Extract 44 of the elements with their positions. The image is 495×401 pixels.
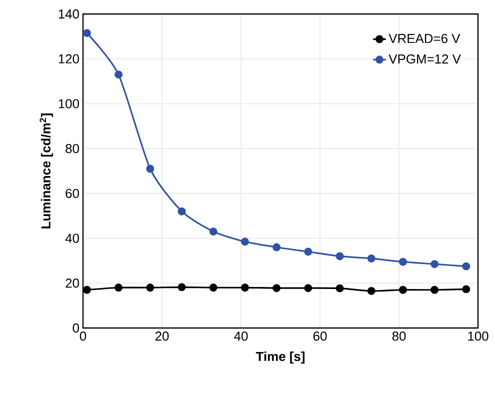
- point: [209, 228, 218, 236]
- point: [272, 284, 281, 292]
- x-tick-label: 100: [468, 332, 488, 341]
- point: [240, 284, 249, 292]
- legend-label: VPGM=12 V: [388, 54, 461, 64]
- x-axis-title: Time [s]: [256, 352, 304, 364]
- point: [146, 284, 154, 292]
- point: [240, 238, 249, 246]
- point: [336, 252, 344, 260]
- y-tick-label: 140: [58, 9, 79, 19]
- point: [304, 284, 312, 292]
- x-tick-label: 80: [392, 332, 406, 341]
- x-tick-label: 40: [234, 332, 248, 341]
- legend-label: VREAD=6 V: [388, 34, 460, 44]
- point: [82, 29, 91, 38]
- point: [430, 260, 439, 268]
- point: [367, 254, 376, 262]
- point: [209, 284, 218, 292]
- point: [114, 284, 123, 292]
- x-tick-label: 0: [80, 332, 86, 341]
- x-tick-label: 60: [313, 332, 327, 341]
- y-tick-label: 80: [66, 144, 79, 154]
- point: [114, 70, 123, 79]
- point: [430, 286, 439, 294]
- point: [304, 248, 312, 256]
- point: [398, 258, 407, 266]
- point: [367, 287, 376, 295]
- point: [178, 283, 186, 292]
- y-tick-label: 60: [66, 188, 79, 198]
- point: [178, 207, 186, 216]
- y-tick-label: 120: [58, 54, 79, 64]
- point: [398, 286, 407, 294]
- point: [462, 262, 470, 270]
- y-tick-label: 0: [72, 323, 79, 333]
- y-tick-label: 20: [66, 278, 79, 288]
- y-tick-label: 100: [58, 99, 79, 108]
- point: [336, 284, 344, 292]
- point: [462, 285, 470, 294]
- point: [272, 243, 281, 252]
- y-tick-label: 40: [65, 234, 79, 243]
- x-tick-label: 20: [155, 332, 169, 341]
- point: [82, 286, 91, 294]
- y-axis-title: Luminance [cd/m$^{2}$]: [40, 114, 54, 228]
- point: [146, 164, 154, 173]
